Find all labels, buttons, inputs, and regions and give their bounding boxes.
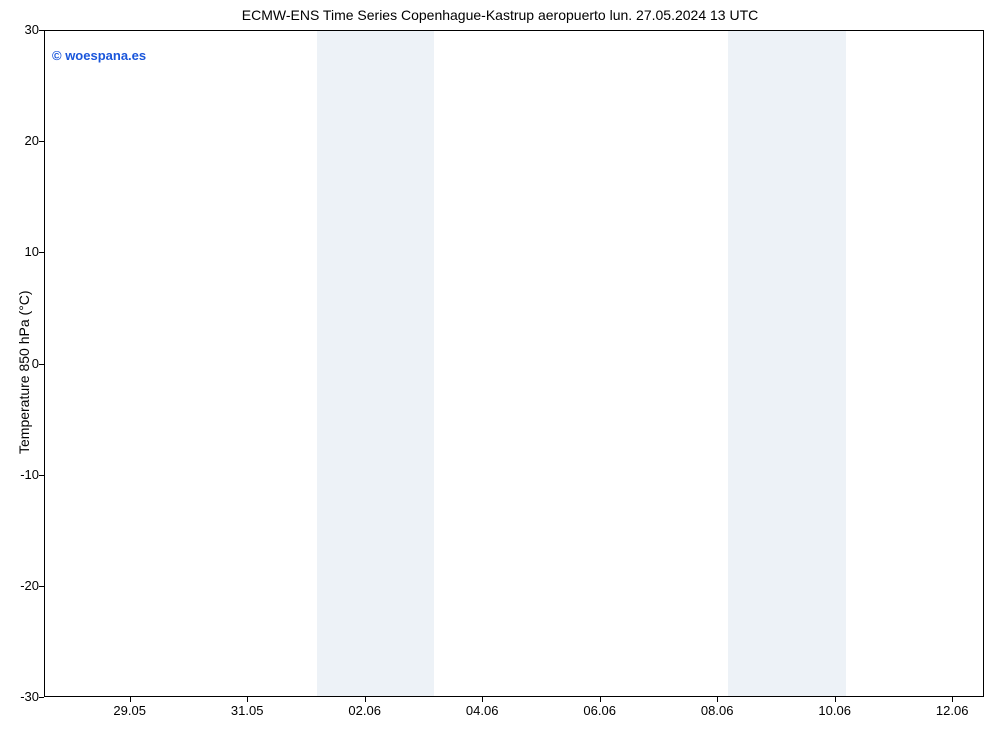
y-tick-mark: [39, 364, 44, 365]
watermark: © woespana.es: [52, 48, 146, 63]
x-tick-mark: [717, 697, 718, 702]
y-tick-label: 0: [0, 356, 39, 371]
x-tick-mark: [835, 697, 836, 702]
x-tick-label: 02.06: [340, 703, 390, 718]
weekend-band: [728, 31, 846, 696]
x-tick-label: 04.06: [457, 703, 507, 718]
y-tick-mark: [39, 475, 44, 476]
y-tick-mark: [39, 586, 44, 587]
y-tick-label: 20: [0, 133, 39, 148]
y-tick-mark: [39, 30, 44, 31]
y-tick-mark: [39, 141, 44, 142]
title-location: Copenhague-Kastrup aeropuerto: [401, 7, 606, 23]
plot-area: [44, 30, 984, 697]
weekend-band: [317, 31, 435, 696]
x-tick-mark: [600, 697, 601, 702]
x-tick-mark: [365, 697, 366, 702]
x-tick-label: 06.06: [575, 703, 625, 718]
y-axis-title: Temperature 850 hPa (°C): [16, 290, 32, 454]
x-tick-mark: [130, 697, 131, 702]
title-datetime: lun. 27.05.2024 13 UTC: [610, 7, 759, 23]
x-tick-mark: [952, 697, 953, 702]
y-tick-mark: [39, 252, 44, 253]
chart-title: ECMW-ENS Time Series Copenhague-Kastrup …: [0, 7, 1000, 23]
x-tick-mark: [482, 697, 483, 702]
x-tick-label: 08.06: [692, 703, 742, 718]
chart-canvas: { "chart": { "type": "line", "title_part…: [0, 0, 1000, 733]
x-tick-mark: [247, 697, 248, 702]
x-tick-label: 10.06: [810, 703, 860, 718]
x-tick-label: 12.06: [927, 703, 977, 718]
x-tick-label: 29.05: [105, 703, 155, 718]
x-tick-label: 31.05: [222, 703, 272, 718]
y-tick-label: 10: [0, 244, 39, 259]
y-tick-label: -30: [0, 689, 39, 704]
title-source: ECMW-ENS Time Series: [242, 7, 397, 23]
y-tick-label: -20: [0, 578, 39, 593]
y-tick-label: -10: [0, 467, 39, 482]
watermark-text: © woespana.es: [52, 48, 146, 63]
y-tick-label: 30: [0, 22, 39, 37]
y-tick-mark: [39, 697, 44, 698]
